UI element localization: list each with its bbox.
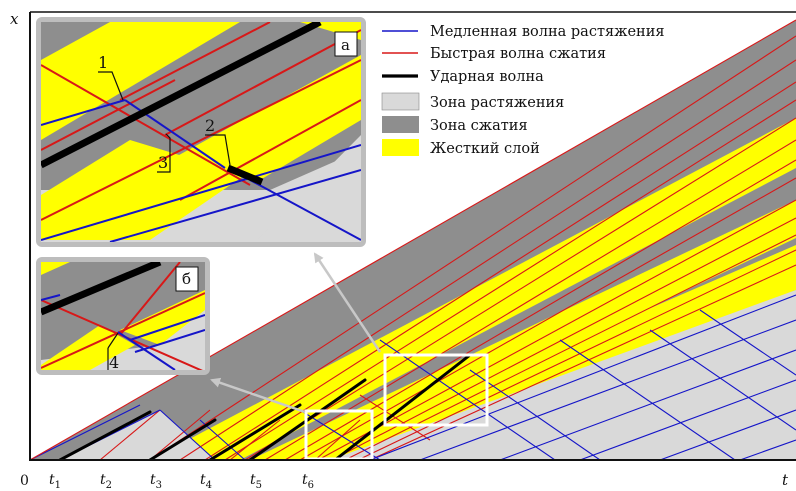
connector-arrow-b [210,377,306,414]
callout-3-label: 3 [158,153,168,172]
tick-t2: t2 [100,472,112,491]
legend-label-fast-wave: Быстрая волна сжатия [430,46,606,62]
callout-3-pointer [157,133,171,173]
callout-4-label: 4 [109,353,119,372]
main-plot [29,11,796,461]
x-axis-label: x [10,10,19,28]
shock-waves [58,353,472,460]
zoom-frame-a [383,353,489,427]
inset-a-content [41,22,361,242]
tick-t5: t5 [250,472,262,491]
legend-label-rigid-layer: Жесткий слой [430,141,540,157]
tick-t6: t6 [302,472,314,491]
legend: Медленная волна растяжения Быстрая волна… [381,24,665,157]
rigid-layer-band [41,140,245,240]
fast-compression-waves [99,35,796,460]
legend-swatch-rigid-layer [382,139,419,156]
rigid-layer-band [210,22,361,40]
connector-arrow-a [313,252,382,353]
slow-tension-waves [41,99,361,242]
inset-b: 4 б [36,257,210,375]
shock-wave [41,262,162,316]
legend-swatch-tension-zone [381,92,420,111]
callout-2-pointer [205,134,231,166]
shock-waves [41,22,322,186]
fast-wave-front [29,19,796,461]
fast-compression-waves [41,22,361,221]
legend-label-compression-zone: Зона сжатия [430,118,528,134]
rigid-layer-band [170,55,361,180]
tension-zone [60,410,215,460]
rigid-layer-band [300,245,796,460]
tick-t1: t1 [49,472,61,491]
origin-label: 0 [20,473,29,489]
tick-t4: t4 [200,472,212,491]
inset-b-letter-box [175,266,199,292]
inset-a-letter: а [341,36,350,54]
tension-zone [41,135,361,242]
rigid-layer-band [41,262,70,275]
t-axis-label: t [782,471,789,489]
callout-1-pointer [98,71,124,101]
inset-a: 1 2 3 а [36,17,366,247]
inset-b-letter: б [182,270,191,288]
tick-t3: t3 [150,472,162,491]
legend-swatch-compression-zone [382,116,419,133]
legend-label-shock-wave: Ударная волна [430,69,544,85]
legend-label-tension-zone: Зона растяжения [430,95,564,111]
slow-tension-waves [41,294,205,370]
time-ticks: t1 t2 t3 t4 t5 t6 [49,472,314,491]
callout-1-label: 1 [98,53,108,72]
callout-2-label: 2 [205,116,215,135]
inset-a-letter-box [334,31,358,57]
callout-4-pointer [107,348,109,370]
legend-label-slow-wave: Медленная волна растяжения [430,24,665,40]
